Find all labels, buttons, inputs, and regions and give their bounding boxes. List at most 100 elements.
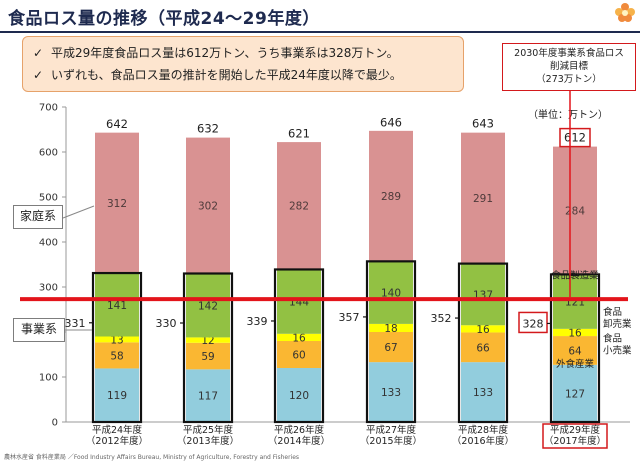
bar-segment bbox=[553, 328, 597, 337]
x-tick-label: （2017年度） bbox=[544, 435, 606, 447]
x-tick-label: 平成27年度 bbox=[366, 424, 417, 436]
summary-text: 平成29年度食品ロス量は612万トン、うち事業系は328万トン。 bbox=[51, 46, 399, 60]
x-tick-label: （2014年度） bbox=[268, 435, 330, 447]
bar-total-label: 643 bbox=[472, 117, 494, 131]
y-tick-label: 500 bbox=[39, 193, 58, 204]
bar-segment bbox=[277, 341, 321, 368]
bar-segment-label: 302 bbox=[198, 201, 218, 213]
bar-segment-label: 13 bbox=[110, 334, 123, 346]
total-highlight-box bbox=[559, 127, 591, 148]
bar-segment bbox=[95, 132, 139, 274]
bar-segment bbox=[277, 269, 321, 334]
bar-segment bbox=[277, 368, 321, 422]
bar-segment-label: 282 bbox=[289, 201, 309, 213]
business-total-label: 339 bbox=[247, 315, 268, 328]
bar-segment bbox=[553, 336, 597, 365]
business-outline bbox=[182, 272, 234, 424]
business-outline bbox=[365, 260, 417, 424]
bar-segment-label: 58 bbox=[110, 350, 123, 362]
bar-segment-label: 117 bbox=[198, 391, 218, 403]
summary-callout: ✓ 平成29年度食品ロス量は612万トン、うち事業系は328万トン。 ✓ いずれも、… bbox=[22, 36, 464, 92]
bar-segment bbox=[95, 342, 139, 369]
bar-total-label: 612 bbox=[564, 131, 586, 145]
bar-segment-label: 284 bbox=[565, 206, 585, 218]
bar-segment-label: 16 bbox=[568, 327, 582, 339]
business-total-highlight bbox=[518, 311, 548, 334]
bar-segment bbox=[553, 274, 597, 329]
summary-text: いずれも、食品ロス量の推計を開始した平成24年度以降で最少。 bbox=[51, 68, 402, 82]
business-label: 事業系 bbox=[13, 318, 65, 342]
bar-segment-label: 127 bbox=[565, 388, 585, 400]
bar-segment bbox=[95, 273, 139, 337]
bar-segment-label: 67 bbox=[384, 342, 397, 354]
x-tick-label: 平成24年度 bbox=[92, 424, 143, 436]
bar-segment bbox=[186, 369, 230, 422]
business-total-label: 330 bbox=[156, 317, 177, 330]
bar-segment bbox=[186, 137, 230, 274]
business-outline bbox=[457, 262, 509, 424]
bar-segment bbox=[461, 263, 505, 326]
bar-segment-label: 312 bbox=[107, 198, 127, 210]
bar-segment-label: 141 bbox=[107, 300, 127, 312]
bar-segment-label: 140 bbox=[381, 287, 401, 299]
target-text: 削減目標 bbox=[549, 61, 588, 72]
check-icon: ✓ bbox=[33, 46, 44, 60]
y-tick-label: 0 bbox=[52, 418, 58, 429]
x-tick-label: 平成26年度 bbox=[274, 424, 325, 436]
bar-total-label: 621 bbox=[288, 127, 310, 141]
bar-segment bbox=[186, 337, 230, 343]
bar-segment-label: 59 bbox=[201, 351, 214, 363]
bar-segment bbox=[461, 132, 505, 264]
x-tick-label: 平成28年度 bbox=[458, 424, 509, 436]
title-divider bbox=[0, 31, 640, 33]
bar-total-label: 646 bbox=[380, 115, 402, 129]
bar-segment-label: 64 bbox=[568, 345, 582, 357]
bar-segment bbox=[369, 130, 413, 261]
flower-icon bbox=[615, 3, 635, 22]
x-tick-label: 平成29年度 bbox=[550, 424, 601, 436]
bar-segment bbox=[369, 323, 413, 332]
bar-segment-label: 18 bbox=[384, 323, 397, 335]
y-tick-label: 300 bbox=[39, 283, 58, 294]
x-tick-label: （2013年度） bbox=[177, 435, 239, 447]
bar-segment-label: 16 bbox=[292, 332, 306, 344]
bar-segment bbox=[369, 362, 413, 422]
bar-segment-label: 60 bbox=[292, 350, 305, 362]
household-label: 家庭系 bbox=[13, 205, 63, 229]
bar-segment bbox=[277, 333, 321, 341]
y-tick-label: 400 bbox=[39, 238, 58, 249]
series-label-retail: 小売業 bbox=[603, 344, 632, 356]
target-text: 2030年度事業系食品ロス bbox=[514, 48, 624, 59]
business-outline bbox=[91, 271, 143, 424]
summary-line: ✓ 平成29年度食品ロス量は612万トン、うち事業系は328万トン。 bbox=[33, 42, 453, 64]
y-tick-label: 700 bbox=[39, 103, 58, 114]
bar-segment bbox=[277, 142, 321, 269]
business-total-label: 357 bbox=[339, 311, 360, 324]
unit-label: （単位：万トン） bbox=[528, 110, 608, 121]
check-icon: ✓ bbox=[33, 68, 44, 82]
bar-segment bbox=[95, 336, 139, 343]
business-outline bbox=[549, 273, 601, 424]
series-label-wholesale: 卸売業 bbox=[603, 318, 632, 330]
series-label-restaurant: 外食産業 bbox=[556, 358, 595, 370]
bar-segment-label: 12 bbox=[201, 335, 214, 347]
series-label-retail: 食品 bbox=[603, 332, 622, 344]
x-tick-label: （2015年度） bbox=[360, 435, 422, 447]
bar-segment-label: 119 bbox=[107, 390, 127, 402]
y-tick-label: 100 bbox=[39, 373, 58, 384]
bar-segment bbox=[553, 364, 597, 422]
bar-segment bbox=[369, 332, 413, 363]
reduction-target-box: 2030年度事業系食品ロス 削減目標 （273万トン） bbox=[502, 43, 636, 91]
bar-segment bbox=[553, 146, 597, 275]
bar-segment bbox=[186, 342, 230, 370]
summary-line: ✓ いずれも、食品ロス量の推計を開始した平成24年度以降で最少。 bbox=[33, 64, 453, 86]
bar-segment-label: 133 bbox=[381, 387, 401, 399]
bar-segment bbox=[461, 332, 505, 363]
source-note: 農林水産省 食料産業局 ／Food Industry Affairs Burea… bbox=[4, 454, 300, 461]
bar-segment-label: 142 bbox=[198, 300, 218, 312]
bar-segment bbox=[461, 325, 505, 333]
x-tick-label: 平成25年度 bbox=[183, 424, 234, 436]
bar-segment-label: 66 bbox=[476, 342, 490, 354]
target-text: （273万トン） bbox=[536, 74, 602, 85]
